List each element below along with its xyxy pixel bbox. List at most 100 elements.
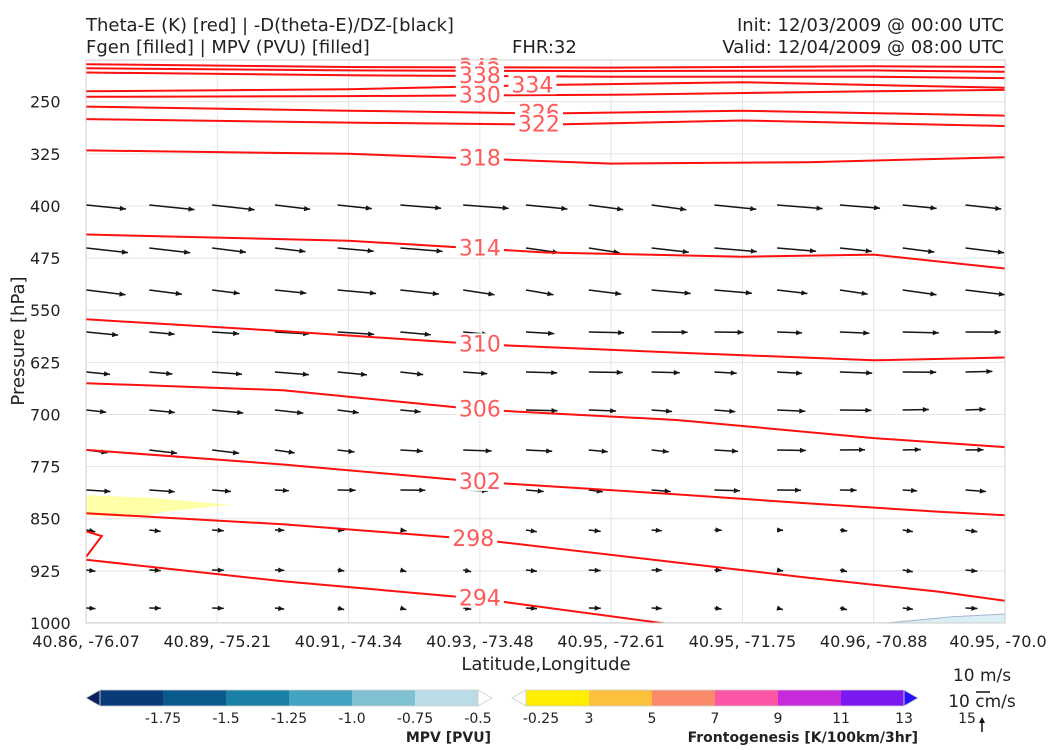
x-tick-label: 40.95, -70.0: [949, 632, 1046, 651]
wind-vector: [337, 289, 377, 295]
theta-e-contour-348: [86, 63, 1005, 69]
colorbar-segment: [289, 690, 353, 706]
wind-vector-head: [338, 567, 345, 573]
wind-vector-head: [154, 567, 161, 573]
wind-vector-head: [745, 290, 752, 296]
wind-vector-head: [416, 371, 424, 377]
theta-e-label-322: 322: [518, 113, 560, 138]
y-tick-label: 475: [30, 249, 61, 268]
colorbar-tick-label: 11: [832, 711, 850, 727]
wind-vector-head: [399, 605, 407, 611]
wind-vector-head: [816, 205, 823, 211]
contour-label-bg: [455, 398, 504, 419]
wind-vector: [714, 247, 757, 253]
y-tick-label: 925: [30, 562, 61, 581]
wind-vector-head: [416, 448, 423, 454]
wind-vector-head: [168, 488, 175, 494]
theta-e-label-298: 298: [452, 527, 494, 552]
wind-vector-head: [866, 370, 873, 376]
wind-vector-head: [715, 605, 722, 611]
wind-vector-head: [168, 409, 175, 415]
wind-vector: [86, 204, 127, 210]
x-tick-label: 40.91, -74.34: [295, 632, 403, 651]
wind-vector: [714, 289, 752, 294]
wind-vector-head: [121, 249, 128, 255]
wind-vector-head: [655, 605, 662, 611]
wind-vector-head: [922, 407, 929, 413]
wind-vector-head: [224, 488, 231, 494]
wind-vector-head: [928, 248, 935, 254]
colorbar-tick-label: 13: [895, 711, 913, 727]
colorbar-tick-label: -1.75: [145, 711, 181, 727]
wind-vector-head: [986, 368, 993, 375]
wind-vector-head: [414, 408, 421, 414]
wind-vector-head: [859, 447, 865, 453]
wind-vector-head: [154, 528, 161, 534]
wind-vector-head: [119, 291, 126, 297]
wind-vector-head: [111, 331, 119, 338]
colorbar-outline: [525, 689, 905, 707]
wind-vector: [212, 204, 255, 211]
wind-vector-head: [369, 290, 377, 296]
wind-vector-head: [995, 205, 1002, 211]
title-line-1: Theta-E (K) [red] | -D(theta-E)/DZ-[blac…: [85, 15, 454, 36]
wind-vector: [777, 204, 823, 210]
wind-vector-head: [282, 487, 289, 493]
contour-label-bg: [455, 84, 504, 105]
wind-vector-head: [801, 290, 808, 296]
colorbar-tick-label: 9: [774, 711, 783, 727]
wind-vector-head: [546, 448, 553, 454]
frontogenesis-filled-region: [86, 495, 231, 518]
wind-vector-head: [971, 528, 978, 534]
wind-vector-head: [485, 448, 492, 454]
wind-vector-head: [750, 248, 757, 254]
theta-e-label-302: 302: [459, 470, 501, 495]
wind-vector-head: [551, 408, 558, 414]
wind-vector-head: [906, 605, 913, 612]
wind-vector-head: [799, 408, 806, 414]
init-time: Init: 12/03/2009 @ 00:00 UTC: [737, 15, 1004, 36]
theta-e-contour-310: [86, 318, 1005, 362]
wind-vector-head: [502, 205, 509, 211]
colorbar-end-high: [903, 689, 919, 707]
wind-vector-head: [188, 206, 195, 212]
wind-vector-head: [352, 409, 359, 415]
wind-vector: [400, 204, 442, 209]
wind-vector-head: [166, 370, 173, 377]
wind-vector-head: [850, 487, 857, 493]
wind-vector-head: [715, 527, 722, 533]
wind-vector-head: [682, 249, 689, 255]
wind-scale-key: 10 m/s 10 cm/s: [948, 666, 1016, 732]
wind-vector: [651, 247, 689, 253]
wind-vector-head: [840, 567, 848, 573]
wind-vector-head: [360, 371, 367, 377]
y-tick-label: 850: [30, 510, 61, 529]
y-tick-label: 625: [30, 353, 61, 372]
wind-vector: [337, 331, 375, 336]
wind-vector-head: [616, 369, 623, 375]
x-tick-label: 40.95, -72.61: [557, 632, 665, 651]
wind-vector-head: [488, 291, 495, 297]
theta-e-contour-302: [86, 448, 1005, 517]
wind-vector: [337, 247, 374, 252]
wind-vector-head: [684, 290, 691, 296]
title-line-2: Fgen [filled] | MPV (PVU) [filled]: [86, 37, 370, 58]
wind-vector-head: [89, 567, 96, 573]
wind-vector-head: [841, 527, 848, 533]
plot-area: 3483423383343303263223183143103063022982…: [85, 55, 1006, 624]
wind-key-vertical-arrowhead: [979, 717, 985, 723]
mpv-colorbar-label: MPV [PVU]: [406, 730, 491, 746]
wind-vector-head: [997, 249, 1004, 255]
wind-vector-head: [237, 409, 244, 415]
wind-vector-head: [154, 605, 161, 611]
x-tick-label: 40.95, -71.75: [689, 632, 797, 651]
y-tick-label: 1000: [30, 614, 71, 633]
wind-vector-head: [104, 488, 111, 494]
wind-vector-head: [400, 527, 407, 533]
wind-vector-head: [601, 448, 608, 454]
wind-key-vertical: 10 cm/s: [948, 692, 1016, 712]
wind-vector-head: [89, 605, 96, 611]
wind-vector-head: [217, 527, 224, 533]
wind-vector-head: [278, 567, 285, 573]
colorbar-end-high: [477, 689, 493, 707]
